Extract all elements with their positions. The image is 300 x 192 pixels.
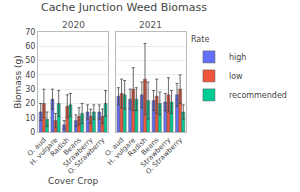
svg-text:recommended: recommended [229, 91, 287, 100]
svg-text:O. Strawberry: O. Strawberry [144, 136, 184, 176]
svg-text:0: 0 [30, 128, 35, 137]
svg-text:50: 50 [25, 56, 35, 65]
svg-text:Beans: Beans [62, 136, 83, 157]
svg-text:Radish: Radish [49, 136, 71, 158]
svg-text:O. Strawberry: O. Strawberry [67, 136, 107, 176]
svg-text:Biomass (g): Biomass (g) [13, 55, 23, 108]
svg-text:O. aud: O. aud [104, 136, 126, 158]
svg-text:10: 10 [25, 114, 35, 123]
svg-text:20: 20 [25, 99, 35, 108]
svg-text:O. aud: O. aud [26, 136, 48, 158]
svg-text:Strawberry: Strawberry [139, 136, 172, 169]
svg-text:Strawberry: Strawberry [62, 136, 95, 169]
svg-text:40: 40 [25, 71, 35, 80]
svg-text:Radish: Radish [127, 136, 149, 158]
svg-text:2020: 2020 [62, 20, 85, 30]
svg-text:Beans: Beans [140, 136, 161, 157]
svg-text:H. vulgare: H. vulgare [106, 136, 137, 167]
svg-text:Rate: Rate [191, 35, 209, 44]
svg-text:Cover Crop: Cover Crop [48, 176, 99, 186]
svg-text:low: low [229, 72, 243, 81]
svg-text:H. vulgare: H. vulgare [28, 136, 59, 167]
svg-text:30: 30 [25, 85, 35, 94]
svg-text:60: 60 [25, 42, 35, 51]
svg-text:2021: 2021 [139, 20, 162, 30]
svg-text:Cache Junction Weed Biomass: Cache Junction Weed Biomass [41, 1, 207, 14]
svg-text:70: 70 [25, 28, 35, 37]
svg-text:high: high [229, 53, 246, 62]
